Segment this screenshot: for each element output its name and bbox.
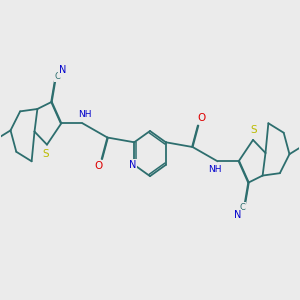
Text: S: S — [43, 149, 49, 159]
Text: N: N — [234, 210, 242, 220]
Text: O: O — [94, 161, 103, 171]
Text: C: C — [55, 72, 61, 81]
Text: C: C — [239, 203, 245, 212]
Text: S: S — [251, 125, 257, 135]
Text: N: N — [58, 65, 66, 75]
Text: N: N — [129, 160, 136, 170]
Text: O: O — [197, 113, 206, 124]
Text: NH: NH — [79, 110, 92, 119]
Text: NH: NH — [208, 165, 221, 174]
